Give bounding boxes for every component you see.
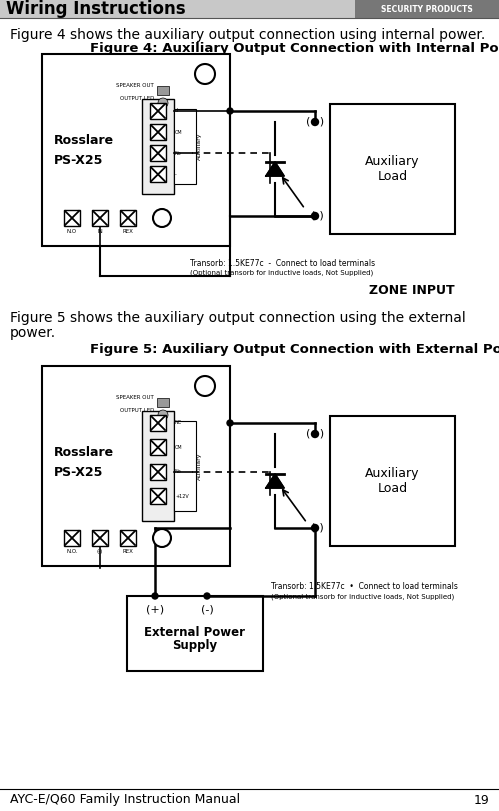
Text: Figure 4 shows the auxiliary output connection using internal power.: Figure 4 shows the auxiliary output conn… xyxy=(10,28,485,42)
Circle shape xyxy=(195,64,215,84)
Text: Supply: Supply xyxy=(173,638,218,651)
Bar xyxy=(150,488,166,504)
Text: Wiring Instructions: Wiring Instructions xyxy=(6,0,186,18)
Text: PS-X25: PS-X25 xyxy=(54,154,103,167)
Circle shape xyxy=(227,108,233,114)
Text: N.O: N.O xyxy=(67,229,77,234)
Circle shape xyxy=(311,525,318,531)
Bar xyxy=(150,464,166,480)
Circle shape xyxy=(153,529,171,547)
Text: (Optional transorb for inductive loads, Not Supplied): (Optional transorb for inductive loads, … xyxy=(190,270,373,277)
Text: Auxiliary
Load: Auxiliary Load xyxy=(365,155,420,183)
Polygon shape xyxy=(266,474,284,488)
Text: CM: CM xyxy=(175,445,183,450)
Bar xyxy=(330,104,455,234)
Bar xyxy=(120,210,136,226)
Text: (+): (+) xyxy=(146,604,164,614)
Text: Figure 5 shows the auxiliary output connection using the external: Figure 5 shows the auxiliary output conn… xyxy=(10,311,466,325)
Circle shape xyxy=(227,420,233,426)
Text: (Optional transorb for inductive loads, Not Supplied): (Optional transorb for inductive loads, … xyxy=(271,593,454,599)
Bar xyxy=(355,0,499,18)
Text: AYC-E/Q60 Family Instruction Manual: AYC-E/Q60 Family Instruction Manual xyxy=(10,793,240,806)
Text: SPEAKER OUT: SPEAKER OUT xyxy=(116,395,154,400)
Circle shape xyxy=(311,431,318,437)
Circle shape xyxy=(311,212,318,220)
Text: Transorb: 1.5KE77c  -  Connect to load terminals: Transorb: 1.5KE77c - Connect to load ter… xyxy=(190,259,375,268)
Circle shape xyxy=(195,376,215,396)
Text: Auxiliary: Auxiliary xyxy=(197,453,202,480)
Text: ZONE INPUT: ZONE INPUT xyxy=(369,284,455,297)
Bar xyxy=(0,0,499,18)
Text: REX: REX xyxy=(123,229,133,234)
Bar xyxy=(157,398,169,407)
Text: IN: IN xyxy=(97,229,103,234)
Text: PS-X25: PS-X25 xyxy=(54,466,103,479)
Bar xyxy=(42,54,230,246)
Text: (-): (-) xyxy=(311,523,324,533)
Text: REX: REX xyxy=(123,549,133,554)
Text: power.: power. xyxy=(10,326,56,340)
Text: -: - xyxy=(175,172,177,177)
Text: (+): (+) xyxy=(306,429,324,439)
Bar xyxy=(142,411,174,521)
Bar xyxy=(92,210,108,226)
Text: (-): (-) xyxy=(201,604,214,614)
Text: SECURITY PRODUCTS: SECURITY PRODUCTS xyxy=(381,5,473,14)
Bar xyxy=(174,109,196,184)
Text: Auxiliary
Load: Auxiliary Load xyxy=(365,467,420,495)
Text: OUTPUT LED: OUTPUT LED xyxy=(120,408,154,413)
Text: Transorb: 1.5KE77c  •  Connect to load terminals: Transorb: 1.5KE77c • Connect to load ter… xyxy=(271,582,458,591)
Text: (+): (+) xyxy=(306,117,324,127)
Bar xyxy=(142,99,174,194)
Bar xyxy=(150,145,166,161)
Bar xyxy=(64,530,80,546)
Bar xyxy=(64,210,80,226)
Text: No: No xyxy=(175,151,182,156)
Text: Rosslare: Rosslare xyxy=(54,134,114,147)
Circle shape xyxy=(158,410,168,420)
Circle shape xyxy=(158,98,168,108)
Text: Auxiliary: Auxiliary xyxy=(197,133,202,161)
Bar xyxy=(92,530,108,546)
Text: N.O.: N.O. xyxy=(66,549,78,554)
Text: Figure 4: Auxiliary Output Connection with Internal Power: Figure 4: Auxiliary Output Connection wi… xyxy=(90,42,499,55)
Polygon shape xyxy=(266,162,284,176)
Text: cl: cl xyxy=(175,109,179,114)
Circle shape xyxy=(204,593,210,599)
Bar xyxy=(120,530,136,546)
Bar xyxy=(150,124,166,140)
Text: +12V: +12V xyxy=(175,494,189,499)
Text: (-): (-) xyxy=(97,549,103,554)
Bar xyxy=(157,86,169,95)
Text: OUTPUT LED: OUTPUT LED xyxy=(120,96,154,101)
Circle shape xyxy=(311,118,318,126)
Text: CM: CM xyxy=(175,130,183,135)
Circle shape xyxy=(153,209,171,227)
Bar xyxy=(150,415,166,431)
Text: 19: 19 xyxy=(473,793,489,806)
Text: External Power: External Power xyxy=(145,625,246,638)
Text: NC: NC xyxy=(175,420,182,426)
Text: Figure 5: Auxiliary Output Connection with External Power: Figure 5: Auxiliary Output Connection wi… xyxy=(90,343,499,356)
Bar xyxy=(150,440,166,456)
Circle shape xyxy=(152,593,158,599)
Text: No: No xyxy=(175,470,182,474)
Text: SPEAKER OUT: SPEAKER OUT xyxy=(116,83,154,88)
Bar xyxy=(330,416,455,546)
Text: (-): (-) xyxy=(311,211,324,221)
Bar xyxy=(150,166,166,182)
Bar xyxy=(127,596,263,671)
Bar xyxy=(150,103,166,119)
Text: Rosslare: Rosslare xyxy=(54,446,114,459)
Bar xyxy=(42,366,230,566)
Bar xyxy=(174,421,196,511)
